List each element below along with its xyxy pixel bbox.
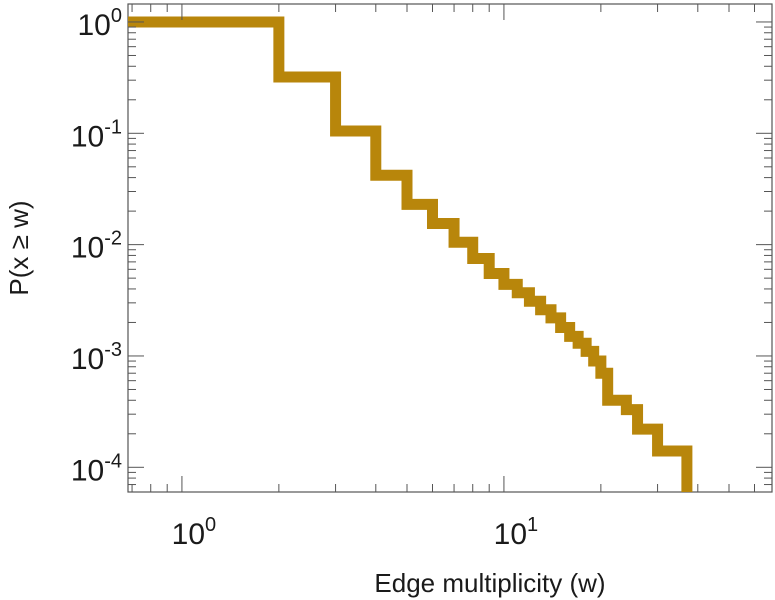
y-tick-label: 10-2 [71, 228, 122, 265]
y-axis-label: P(x ≥ w) [4, 200, 34, 295]
y-tick-label: 100 [78, 5, 123, 42]
plot-frame [127, 3, 773, 493]
series-layer [128, 16, 693, 492]
x-tick-label: 101 [494, 514, 539, 551]
x-tick-label: 100 [172, 514, 217, 551]
y-tick-label: 10-3 [71, 339, 122, 376]
plot-area [127, 3, 773, 493]
y-tick-label: 10-4 [71, 450, 122, 487]
series-line [128, 16, 693, 492]
x-axis-label: Edge multiplicity (w) [374, 568, 605, 598]
y-tick-label: 10-1 [71, 116, 122, 153]
labels-layer: 100 10-1 10-2 10-3 10-4 100 101 Edge multiplici… [4, 5, 606, 598]
ticks-layer [128, 4, 772, 493]
